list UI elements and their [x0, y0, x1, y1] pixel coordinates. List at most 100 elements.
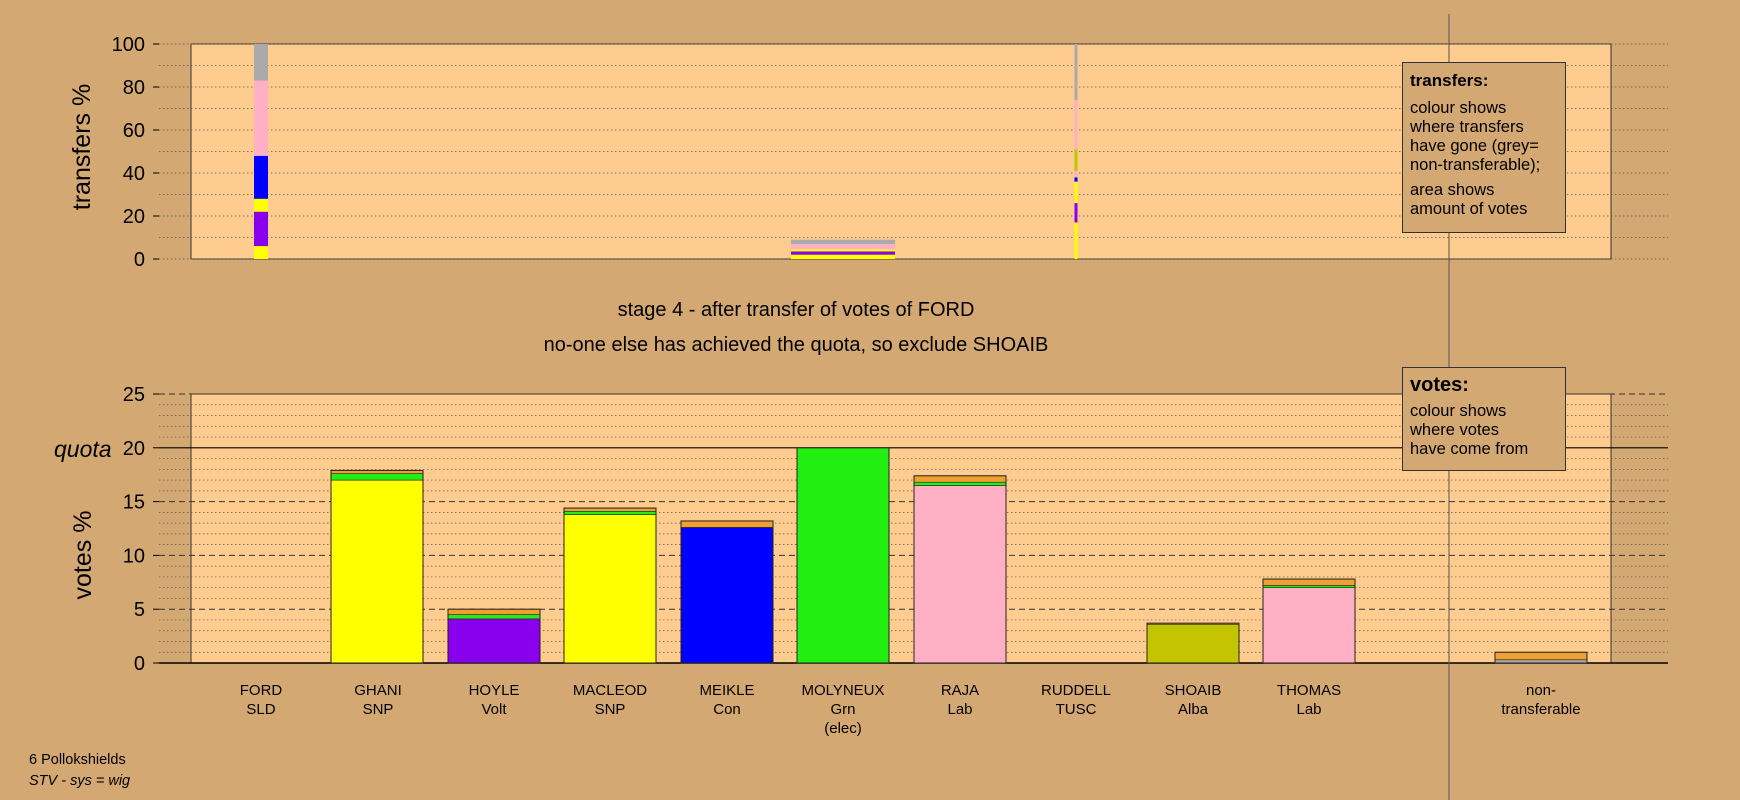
- footer-system: STV - sys = wig: [29, 773, 131, 789]
- votes-axis-label: votes %: [69, 510, 97, 600]
- transfers-legend: transfers: colour shows where transfers …: [1402, 62, 1566, 233]
- candidate-name: THOMAS: [1276, 682, 1342, 699]
- transfer-segment-molyneux: [791, 251, 895, 255]
- vote-segment: [680, 527, 774, 664]
- transfer-segment-ford: [254, 80, 268, 156]
- transfer-segment-ruddell: [1074, 177, 1078, 182]
- candidate-name: non-: [1525, 682, 1557, 699]
- votes-legend: votes: colour shows where votes have com…: [1402, 367, 1566, 471]
- votes-tick-label: 10: [123, 545, 145, 567]
- candidate-name: RUDDELL: [1040, 682, 1112, 699]
- vote-bar-outline: [563, 507, 657, 664]
- transfers-axis-label: transfers %: [68, 83, 96, 211]
- candidate-party: transferable: [1501, 701, 1581, 718]
- vote-segment: [1262, 587, 1356, 664]
- candidate-label-ford: FORD SLD: [196, 681, 326, 719]
- vote-segment: [913, 481, 1007, 486]
- transfer-segment-molyneux: [791, 249, 895, 252]
- transfers-tick-label: 40: [123, 163, 145, 185]
- vote-segment: [680, 520, 774, 528]
- vote-segment: [1262, 578, 1356, 586]
- transfer-segment-ford: [254, 211, 268, 247]
- transfers-legend-title: transfers:: [1410, 71, 1489, 90]
- votes-tick-label: 25: [123, 384, 145, 406]
- candidate-name: RAJA: [940, 682, 980, 699]
- candidate-label-ruddell: RUDDELL TUSC: [1011, 681, 1141, 719]
- vote-bar-hoyle: [447, 608, 541, 664]
- candidate-party: Grn: [830, 701, 856, 718]
- candidate-label-non-transferable: non- transferable: [1476, 681, 1606, 719]
- vote-bar-outline: [1262, 578, 1356, 664]
- candidate-name: MOLYNEUX: [801, 682, 885, 699]
- vote-bar-outline: [330, 469, 424, 664]
- transfer-segment-ruddell: [1074, 222, 1078, 259]
- candidate-party: Volt: [481, 701, 507, 718]
- candidate-party: SLD: [246, 701, 276, 718]
- vote-bar-non-transferable: [1494, 651, 1588, 664]
- transfer-segment-ford: [254, 155, 268, 199]
- vote-segment: [563, 510, 657, 515]
- votes-tick-label: 5: [134, 599, 145, 621]
- candidate-label-raja: RAJA Lab: [895, 681, 1025, 719]
- vote-segment: [330, 473, 424, 481]
- candidate-name: GHANI: [354, 682, 402, 699]
- vote-segment: [563, 514, 657, 664]
- votes-legend-line: colour shows: [1410, 402, 1507, 420]
- vote-bar-ghani: [330, 469, 424, 664]
- transfers-tick-label: 80: [123, 77, 145, 99]
- vote-bar-macleod: [563, 507, 657, 664]
- vote-segment: [447, 614, 541, 620]
- transfer-segment-ruddell: [1074, 170, 1078, 178]
- footer-ward: 6 Pollokshields: [29, 752, 126, 768]
- candidate-party: SNP: [362, 701, 394, 718]
- candidate-name: SHOAIB: [1164, 682, 1222, 699]
- vote-bar-outline: [447, 608, 541, 664]
- vote-segment: [796, 447, 890, 664]
- candidate-name: MACLEOD: [572, 682, 648, 699]
- transfer-segment-molyneux: [791, 243, 895, 250]
- transfers-tick-label: 20: [123, 206, 145, 228]
- vote-bar-outline: [680, 520, 774, 664]
- votes-legend-line: where votes: [1410, 421, 1499, 439]
- candidate-name: HOYLE: [468, 682, 520, 699]
- transfers-legend-line: where transfers: [1410, 118, 1524, 136]
- transfers-tick-label: 100: [112, 34, 145, 56]
- candidate-label-hoyle: HOYLE Volt: [429, 681, 559, 719]
- transfers-legend-line: have gone (grey=: [1410, 137, 1539, 155]
- vote-bar-outline: [1146, 622, 1240, 664]
- votes-legend-title: votes:: [1410, 374, 1469, 396]
- vote-bar-raja: [913, 475, 1007, 664]
- vote-segment: [1262, 585, 1356, 588]
- vote-bar-molyneux: [796, 447, 890, 664]
- candidate-label-macleod: MACLEOD SNP: [545, 681, 675, 719]
- stage-title: stage 4 - after transfer of votes of FOR…: [617, 299, 975, 321]
- transfer-segment-molyneux: [791, 254, 895, 259]
- vote-segment: [447, 608, 541, 615]
- votes-panel: [190, 393, 1612, 664]
- transfer-segment-ford: [254, 246, 268, 259]
- candidate-party: Con: [713, 701, 741, 718]
- transfers-legend-line: colour shows: [1410, 99, 1507, 117]
- candidate-label-meikle: MEIKLE Con: [662, 681, 792, 719]
- vote-bar-shoaib: [1146, 622, 1240, 664]
- candidate-party: Lab: [1296, 701, 1322, 718]
- votes-tick-label: 20: [123, 438, 145, 460]
- transfers-legend-line: amount of votes: [1410, 200, 1528, 218]
- vote-segment: [447, 618, 541, 664]
- votes-tick-label: 15: [123, 492, 145, 514]
- candidate-party: SNP: [594, 701, 626, 718]
- candidate-party: Alba: [1177, 701, 1209, 718]
- vote-bar-outline: [796, 447, 890, 664]
- stage-note: no-one else has achieved the quota, so e…: [543, 334, 1049, 356]
- votes-legend-line: have come from: [1410, 440, 1529, 458]
- vote-segment: [330, 479, 424, 664]
- candidate-party: TUSC: [1055, 701, 1097, 718]
- vote-bar-outline: [1494, 651, 1588, 664]
- transfers-tick-label: 0: [134, 249, 145, 271]
- transfer-segment-ford: [254, 198, 268, 212]
- candidate-label-shoaib: SHOAIB Alba: [1128, 681, 1258, 719]
- transfer-segment-ruddell: [1074, 203, 1078, 223]
- transfers-legend-line: non-transferable);: [1410, 156, 1541, 174]
- transfers-legend-line: area shows: [1410, 181, 1495, 199]
